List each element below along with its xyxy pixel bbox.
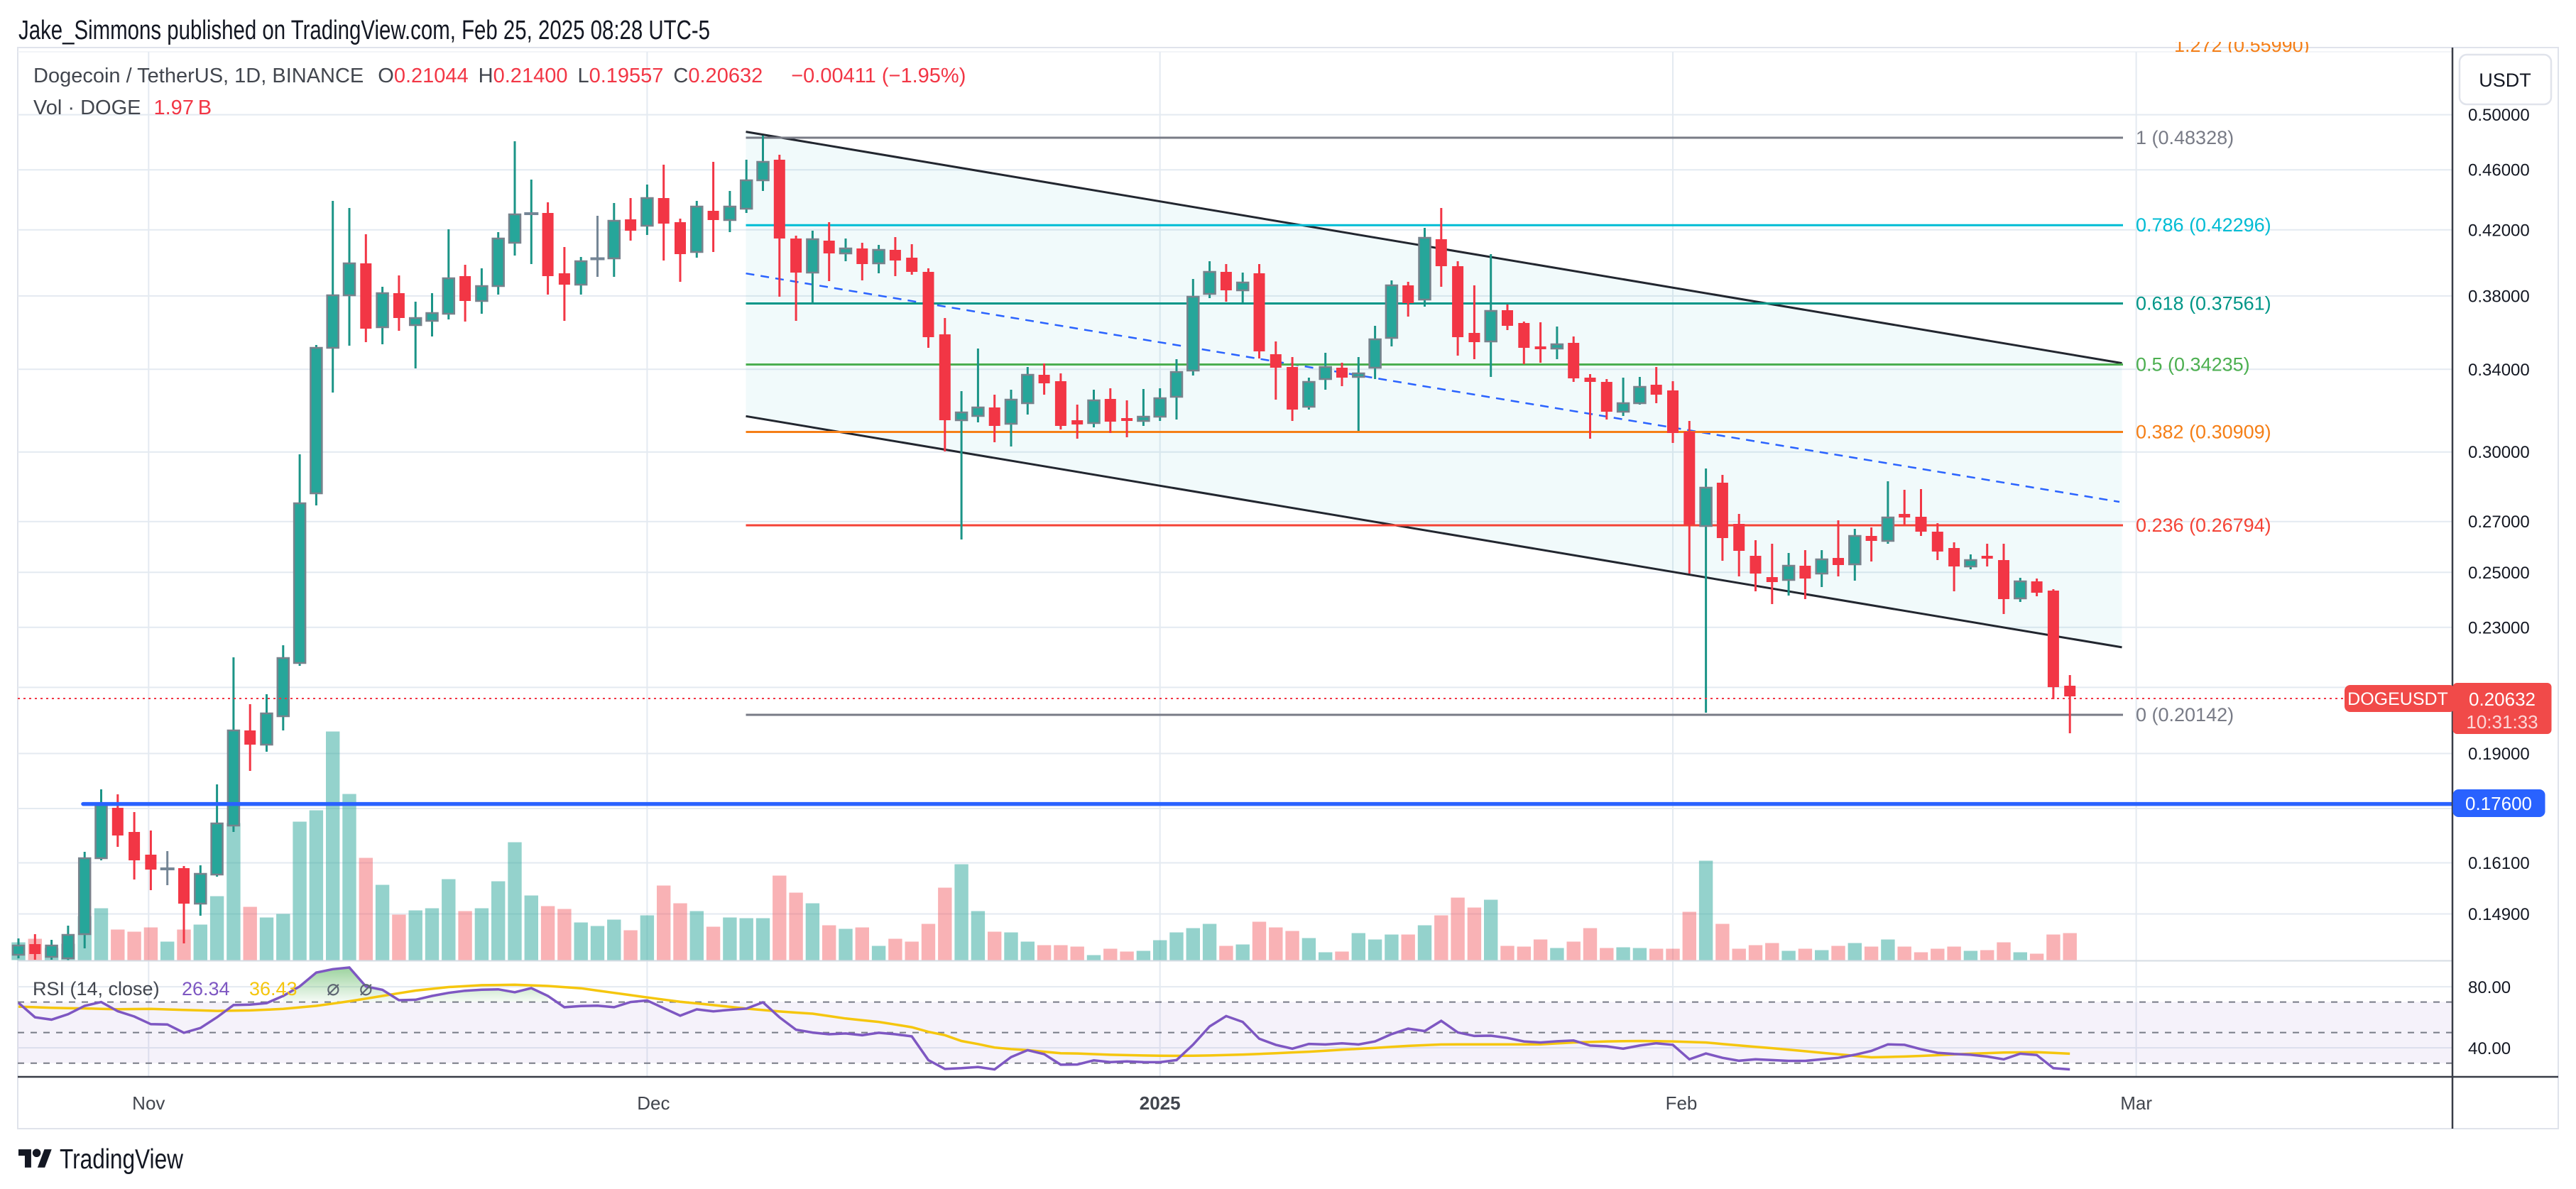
svg-text:0.17600: 0.17600 xyxy=(2465,793,2532,814)
svg-text:2025: 2025 xyxy=(1140,1092,1181,1114)
svg-text:0.38000: 0.38000 xyxy=(2468,287,2530,306)
svg-text:0 (0.20142): 0 (0.20142) xyxy=(2136,704,2234,725)
svg-text:0.46000: 0.46000 xyxy=(2468,161,2530,180)
svg-text:RSI (14, close): RSI (14, close) xyxy=(33,978,160,999)
svg-text:0.23000: 0.23000 xyxy=(2468,618,2530,637)
svg-text:DOGEUSDT: DOGEUSDT xyxy=(2347,689,2448,709)
svg-text:0.236 (0.26794): 0.236 (0.26794) xyxy=(2136,515,2271,536)
svg-text:40.00: 40.00 xyxy=(2468,1039,2511,1058)
svg-text:Jake_Simmons published on Trad: Jake_Simmons published on TradingView.co… xyxy=(18,16,710,45)
svg-text:0.5 (0.34235): 0.5 (0.34235) xyxy=(2136,354,2250,376)
svg-text:⌀: ⌀ xyxy=(327,975,340,1000)
svg-text:0.618 (0.37561): 0.618 (0.37561) xyxy=(2136,293,2271,314)
svg-text:0.50000: 0.50000 xyxy=(2468,106,2530,125)
svg-text:0.25000: 0.25000 xyxy=(2468,564,2530,583)
svg-text:0.42000: 0.42000 xyxy=(2468,221,2530,240)
svg-text:0.30000: 0.30000 xyxy=(2468,443,2530,462)
svg-text:0.27000: 0.27000 xyxy=(2468,513,2530,532)
svg-text:0.382 (0.30909): 0.382 (0.30909) xyxy=(2136,422,2271,443)
svg-text:36.43: 36.43 xyxy=(249,978,298,999)
svg-text:0.34000: 0.34000 xyxy=(2468,361,2530,380)
svg-text:Feb: Feb xyxy=(1666,1092,1698,1114)
svg-text:0.19000: 0.19000 xyxy=(2468,745,2530,764)
svg-text:1.272 (0.55990): 1.272 (0.55990) xyxy=(2174,35,2310,56)
svg-text:1 (0.48328): 1 (0.48328) xyxy=(2136,127,2234,148)
svg-text:Nov: Nov xyxy=(132,1092,165,1114)
svg-text:Dec: Dec xyxy=(637,1092,670,1114)
svg-text:10:31:33: 10:31:33 xyxy=(2466,711,2538,733)
svg-text:0.16100: 0.16100 xyxy=(2468,854,2530,873)
svg-text:80.00: 80.00 xyxy=(2468,978,2511,997)
svg-text:0.14900: 0.14900 xyxy=(2468,905,2530,924)
svg-text:0.20632: 0.20632 xyxy=(2469,689,2536,710)
svg-text:Dogecoin / TetherUS, 1D, BINAN: Dogecoin / TetherUS, 1D, BINANCE O0.21044… xyxy=(33,65,966,87)
svg-text:Mar: Mar xyxy=(2120,1092,2152,1114)
svg-text:USDT: USDT xyxy=(2479,70,2531,91)
svg-text:TradingView: TradingView xyxy=(60,1144,184,1175)
svg-text:26.34: 26.34 xyxy=(182,978,230,999)
svg-text:⌀: ⌀ xyxy=(359,975,373,1000)
svg-text:0.786 (0.42296): 0.786 (0.42296) xyxy=(2136,214,2271,236)
